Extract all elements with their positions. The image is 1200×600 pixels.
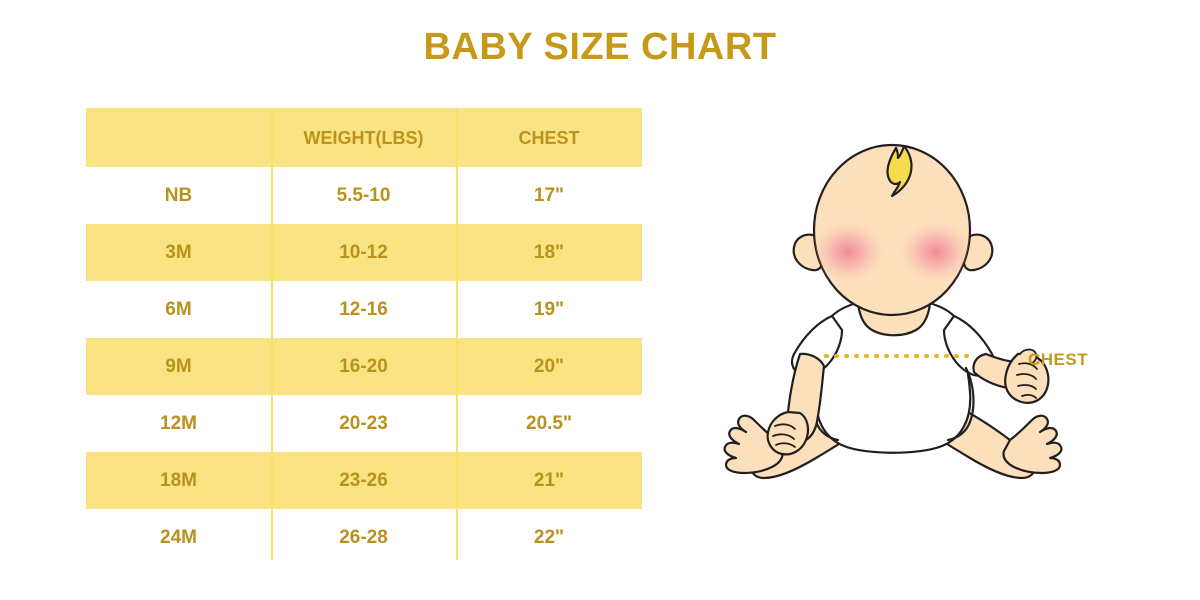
table-header-row: WEIGHT(LBS) CHEST xyxy=(86,108,642,167)
cell-size: 6M xyxy=(165,299,192,320)
baby-onesie-right-leg-opening xyxy=(946,366,975,442)
baby-left-cheek xyxy=(814,218,888,286)
baby-right-ear xyxy=(962,233,994,272)
baby-left-fist xyxy=(766,410,810,456)
cell-weight: 20-23 xyxy=(339,413,388,434)
table-column-divider-2 xyxy=(456,108,458,560)
column-header-weight: WEIGHT(LBS) xyxy=(303,127,424,148)
cell-weight: 26-28 xyxy=(339,527,388,548)
cell-size: NB xyxy=(164,185,193,206)
baby-right-fist-fingers xyxy=(1016,362,1038,399)
cell-chest: 18" xyxy=(533,242,565,263)
cell-size: 18M xyxy=(160,470,197,491)
cell-chest: 22" xyxy=(533,527,565,548)
table-row: 18M 23-26 21" xyxy=(86,452,642,509)
baby-left-fist-fingers xyxy=(772,423,796,448)
table-row: 24M 26-28 22" xyxy=(86,509,642,566)
baby-left-foot xyxy=(723,414,784,475)
size-table: WEIGHT(LBS) CHEST NB 5.5-10 17" 3M 10-12… xyxy=(86,108,642,566)
baby-right-thumb xyxy=(1019,348,1038,364)
cell-weight: 16-20 xyxy=(339,356,388,377)
cell-chest: 21" xyxy=(533,470,565,491)
table-row: NB 5.5-10 17" xyxy=(86,167,642,224)
cell-size: 9M xyxy=(165,356,192,377)
baby-right-fist xyxy=(1004,352,1050,404)
cell-chest: 17" xyxy=(533,185,565,206)
baby-figure-illustration xyxy=(720,140,1120,510)
table-row: 3M 10-12 18" xyxy=(86,224,642,281)
table-row: 12M 20-23 20.5" xyxy=(86,395,642,452)
cell-size: 3M xyxy=(165,242,192,263)
cell-chest: 19" xyxy=(533,299,565,320)
baby-right-foot xyxy=(1002,414,1063,475)
cell-chest: 20.5" xyxy=(526,413,572,434)
baby-right-cheek xyxy=(896,218,970,286)
cell-weight: 10-12 xyxy=(339,242,388,263)
table-row: 6M 12-16 19" xyxy=(86,281,642,338)
column-header-chest: CHEST xyxy=(518,127,580,148)
cell-size: 24M xyxy=(160,527,197,548)
table-row: 9M 16-20 20" xyxy=(86,338,642,395)
table-column-divider-1 xyxy=(271,108,273,560)
cell-weight: 12-16 xyxy=(339,299,388,320)
baby-hair-curl xyxy=(886,144,913,198)
cell-weight: 5.5-10 xyxy=(336,185,391,206)
cell-size: 12M xyxy=(160,413,197,434)
cell-weight: 23-26 xyxy=(339,470,388,491)
page-title: BABY SIZE CHART xyxy=(423,26,777,68)
cell-chest: 20" xyxy=(533,356,565,377)
chest-label: CHEST xyxy=(1028,350,1089,369)
